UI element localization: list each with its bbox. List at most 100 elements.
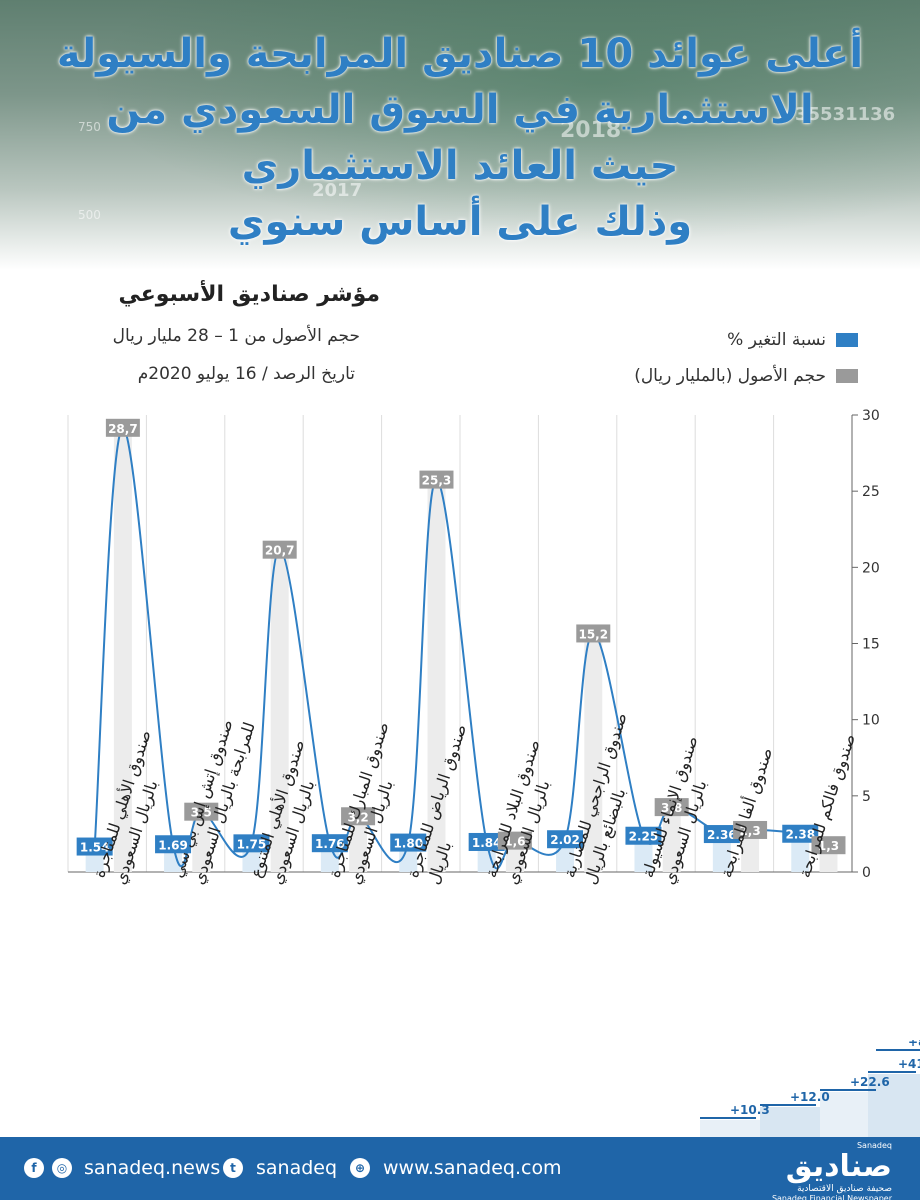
header-background	[0, 0, 920, 270]
step-label: +22.6	[850, 1075, 890, 1089]
bg-number: 2018	[560, 118, 622, 143]
data-label-bg-change	[390, 833, 427, 852]
data-label-bg-change	[625, 826, 662, 845]
data-label-bg-assets	[262, 540, 297, 559]
step-label: +12.0	[790, 1090, 830, 1104]
bar-assets	[505, 847, 524, 872]
data-label-change: 2.38	[785, 828, 815, 842]
chart-bars	[85, 434, 838, 872]
bg-number: 2017	[312, 180, 363, 201]
data-label-assets: 3,8	[661, 801, 682, 815]
y-tick-label: 0	[862, 865, 871, 881]
bar-assets	[270, 556, 289, 872]
twitter-handle[interactable]: sanadeq	[256, 1157, 338, 1179]
data-label-change: 1.69	[158, 838, 188, 852]
data-label-assets: 3,2	[347, 810, 368, 824]
data-label-bg-change	[311, 834, 348, 853]
data-label-bg-change	[703, 825, 740, 844]
data-label-assets: 1,6	[504, 835, 525, 849]
sanadeq-logo: Sanadeq صناديق صحيفة صناديق الاقتصادية S…	[772, 1141, 892, 1203]
bar-assets	[584, 640, 603, 872]
logo-ar: صناديق	[785, 1149, 892, 1184]
assets-range-note: حجم الأصول من 1 – 28 مليار ريال	[112, 326, 360, 346]
data-label-change: 2.36	[707, 828, 737, 842]
title-line: الاستثمارية في السوق السعودي من	[106, 87, 814, 133]
bar-assets	[662, 814, 681, 872]
bg-number: 750	[78, 120, 101, 134]
step-label: +41.9	[898, 1057, 920, 1071]
bg-number: 35531136	[795, 104, 896, 125]
y-tick-label: 15	[862, 637, 880, 653]
data-label-bg-assets	[811, 836, 846, 855]
bar-change	[791, 835, 810, 872]
globe-icon[interactable]: ⊕	[350, 1158, 370, 1178]
data-label-bg-change	[155, 835, 192, 854]
bg-number: 500	[78, 208, 101, 222]
data-label-bg-change	[233, 834, 270, 853]
legend-label: حجم الأصول (بالمليار ريال)	[634, 366, 826, 386]
instagram-icon[interactable]: ◎	[52, 1158, 72, 1178]
legend-swatch-blue	[836, 333, 858, 347]
data-label-change: 2.25	[629, 830, 659, 844]
y-tick-label: 25	[862, 484, 880, 500]
data-label-change: 2.02	[550, 833, 580, 847]
data-label-bg-assets	[419, 470, 454, 489]
bar-assets	[113, 434, 132, 872]
monitor-date-note: تاريخ الرصد / 16 يوليو 2020م	[137, 364, 355, 384]
website-link[interactable]: www.sanadeq.com	[383, 1157, 562, 1179]
y-axis: 0 5 10 15 20 25 30	[852, 408, 880, 881]
data-label-bg-assets	[497, 831, 532, 850]
facebook-icon[interactable]: f	[24, 1158, 44, 1178]
logo-en-top: Sanadeq	[856, 1141, 892, 1150]
chart-subtitle: مؤشر صناديق الأسبوعي	[118, 282, 380, 307]
y-tick-label: 30	[862, 408, 880, 424]
bar-assets	[349, 823, 368, 872]
flag-overlay	[0, 0, 920, 270]
data-label-change: 1.54	[80, 841, 110, 855]
data-label-bg-assets	[654, 798, 689, 817]
data-label-bg-assets	[733, 820, 768, 839]
page-title: أعلى عوائد 10 صناديق المرابحة والسيولة ا…	[40, 26, 880, 250]
title-line: أعلى عوائد 10 صناديق المرابحة والسيولة	[56, 31, 864, 77]
data-label-bg-change	[547, 830, 584, 849]
bar-assets	[427, 486, 446, 872]
legend-entry-assets: حجم الأصول (بالمليار ريال)	[634, 366, 858, 386]
data-label-change: 1.76	[315, 837, 345, 851]
data-label-assets: 3,5	[191, 806, 212, 820]
legend-swatch-gray	[836, 369, 858, 383]
data-label-change: 1.84	[472, 836, 502, 850]
title-line: وذلك على أساس سنوي	[227, 199, 693, 245]
funds-chart: 1.54 28,7 1.69 3,5 1.75 20,7 1.763,2 1.80 25,3 1.…	[67, 408, 880, 887]
data-label-change: 1.75	[237, 837, 267, 851]
legend-entry-change: نسبة التغير %	[727, 330, 858, 350]
bar-change	[712, 836, 731, 872]
step-label: +83.0	[908, 1040, 920, 1049]
chart-labels: 1.54 28,7 1.69 3,5 1.75 20,7 1.763,2 1.80 25,3 1.…	[76, 418, 846, 856]
step-block	[868, 1074, 920, 1137]
y-tick-label: 10	[862, 713, 880, 729]
data-label-bg-assets	[341, 807, 376, 826]
logo-tagline: صحيفة صناديق الاقتصادية	[797, 1184, 892, 1194]
data-label-assets: 25,3	[422, 474, 452, 488]
twitter-icon[interactable]: t	[223, 1158, 243, 1178]
logo-en: Sanadeq Financial Newspaper	[771, 1194, 892, 1203]
data-label-assets: 15,2	[578, 627, 608, 641]
growth-steps-graphic: +10.3 +12.0 +22.6 +41.9 +83.0	[700, 1040, 920, 1137]
data-label-bg-change	[76, 837, 113, 856]
data-label-bg-change	[468, 832, 505, 851]
data-label-bg-assets	[105, 418, 140, 437]
data-label-change: 1.80	[393, 837, 423, 851]
title-line: حيث العائد الاستثماري	[241, 143, 679, 189]
bar-assets	[741, 836, 760, 872]
y-tick-label: 5	[862, 789, 871, 805]
news-handle[interactable]: sanadeq.news	[84, 1157, 221, 1179]
bar-change	[634, 837, 653, 872]
y-tick-label: 20	[862, 560, 880, 576]
bar-assets	[819, 852, 838, 872]
bar-assets	[192, 818, 211, 872]
step-label: +10.3	[730, 1103, 770, 1117]
data-label-assets: 2,3	[739, 824, 760, 838]
footer: f ◎ sanadeq.news t sanadeq ⊕ www.sanadeq…	[0, 1137, 920, 1203]
